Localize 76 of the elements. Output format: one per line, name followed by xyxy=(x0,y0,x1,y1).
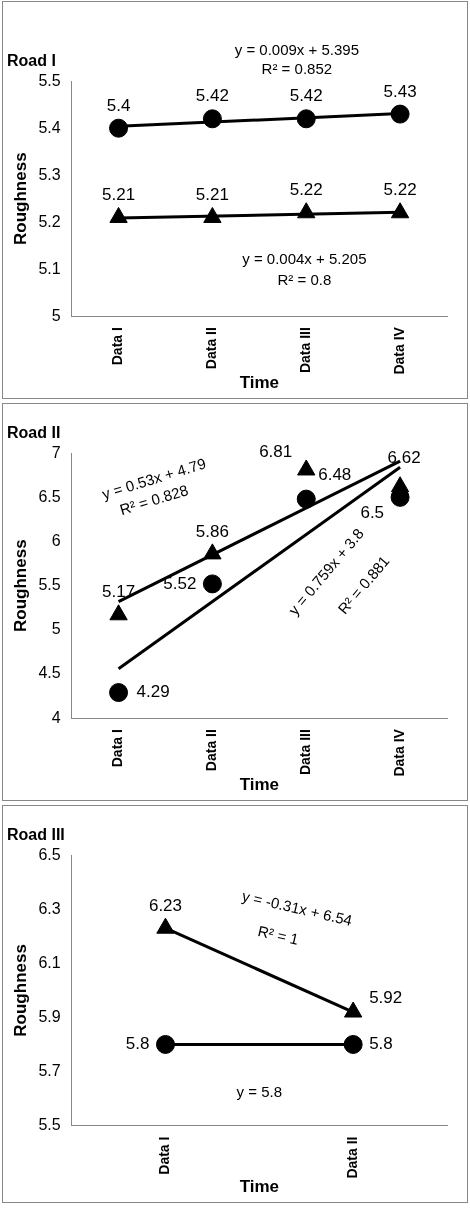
y-tick-label: 5.3 xyxy=(38,165,61,183)
data-label: 6.5 xyxy=(360,503,385,523)
point xyxy=(109,604,128,621)
x-tick-label: Data III xyxy=(297,729,314,776)
y-axis-title: Roughness xyxy=(10,152,30,245)
y-tick-label: 5.7 xyxy=(38,1061,61,1079)
point xyxy=(156,917,175,934)
y-tick-label: 6.5 xyxy=(38,487,61,505)
x-tick-label: Data III xyxy=(297,327,314,374)
chart-title: Road II xyxy=(7,424,61,442)
data-label: 5.92 xyxy=(369,987,403,1007)
data-label: 5.42 xyxy=(289,86,323,106)
data-label: 6.62 xyxy=(387,448,421,468)
y-tick-label: 5.5 xyxy=(38,1115,61,1133)
data-label: 5.21 xyxy=(195,185,229,205)
data-label: 6.81 xyxy=(259,441,293,461)
annotation: y = 5.8 xyxy=(236,1083,283,1101)
data-label: 5.86 xyxy=(195,521,229,541)
chart-title: Road III xyxy=(7,826,65,844)
point xyxy=(109,206,128,223)
y-tick-label: 5.1 xyxy=(38,259,61,277)
data-label: 5.22 xyxy=(289,180,323,200)
annotation: R² = 1 xyxy=(256,922,301,948)
x-tick-label: Data II xyxy=(203,327,220,370)
y-tick-label: 6 xyxy=(51,531,61,549)
point xyxy=(109,118,129,138)
y-tick-label: 7 xyxy=(51,443,61,461)
x-tick-label: Data I xyxy=(109,327,126,366)
x-tick-label: Data I xyxy=(156,1136,173,1175)
data-label: 4.29 xyxy=(136,682,170,702)
x-axis-title: Time xyxy=(239,775,280,795)
y-tick-label: 5.5 xyxy=(38,576,61,594)
annotation: y = 0.004x + 5.205 xyxy=(242,249,367,267)
point xyxy=(296,489,316,509)
point xyxy=(155,1034,175,1054)
point xyxy=(343,1034,363,1054)
x-tick-label: Data II xyxy=(203,729,220,772)
text: y = 0.009x + 5.395 xyxy=(234,40,359,58)
data-label: 5.52 xyxy=(163,573,197,593)
data-label: 5.22 xyxy=(383,180,417,200)
text: R² = 0.852 xyxy=(261,59,333,77)
y-tick-label: 6.3 xyxy=(38,899,61,917)
point xyxy=(297,459,316,476)
y-tick-label: 5.4 xyxy=(38,118,61,136)
chart-title: Road I xyxy=(7,52,56,70)
y-tick-label: 6.5 xyxy=(38,845,61,863)
y-tick-label: 5 xyxy=(51,306,61,324)
data-label: 5.42 xyxy=(195,86,229,106)
data-label: 5.8 xyxy=(369,1034,393,1054)
point xyxy=(390,104,410,124)
point xyxy=(344,1001,363,1018)
point xyxy=(109,683,129,703)
x-axis-title: Time xyxy=(239,373,280,393)
x-axis-title: Time xyxy=(239,1177,280,1197)
data-label: 5.17 xyxy=(102,582,136,602)
data-label: 6.23 xyxy=(148,895,183,915)
y-tick-label: 5 xyxy=(51,620,61,638)
x-tick-label: Data IV xyxy=(390,728,407,777)
y-tick-label: 5.5 xyxy=(38,71,61,89)
y-tick-label: 6.1 xyxy=(38,953,61,971)
data-label: 5.8 xyxy=(125,1034,150,1054)
y-axis-title: Roughness xyxy=(10,944,30,1037)
x-tick-label: Data II xyxy=(344,1136,361,1179)
point xyxy=(202,574,222,594)
y-axis-title: Roughness xyxy=(10,539,30,632)
data-label: 5.43 xyxy=(383,81,417,101)
y-tick-label: 4 xyxy=(51,708,61,726)
y-tick-label: 4.5 xyxy=(38,664,61,682)
data-label: 5.4 xyxy=(106,95,131,115)
x-tick-label: Data I xyxy=(109,729,126,768)
x-tick-label: Data IV xyxy=(390,326,407,375)
y-tick-label: 5.9 xyxy=(38,1007,61,1025)
y-tick-label: 5.2 xyxy=(38,212,61,230)
data-label: 5.21 xyxy=(102,185,136,205)
annotation: R² = 0.8 xyxy=(277,271,332,289)
data-label: 6.48 xyxy=(318,464,352,484)
